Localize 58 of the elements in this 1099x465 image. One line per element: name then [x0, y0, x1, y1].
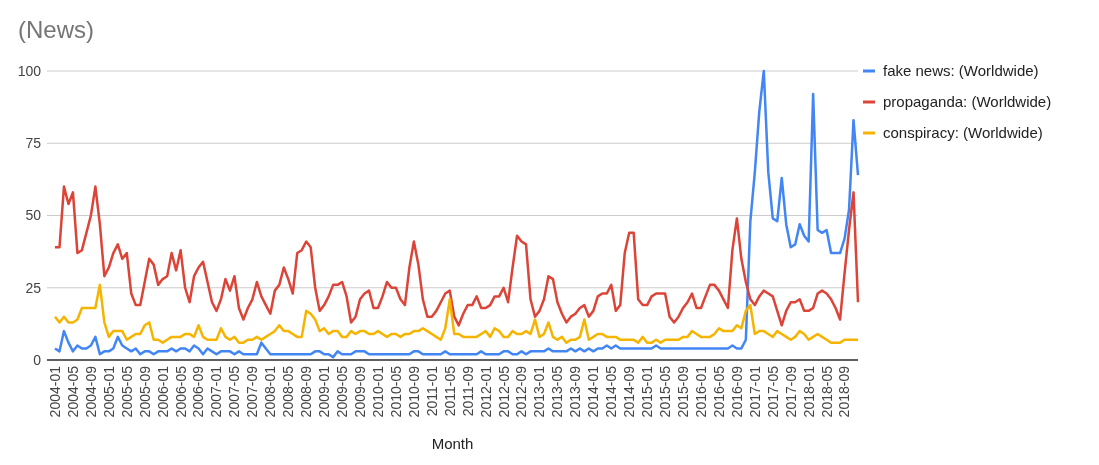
x-tick-label: 2014-01 — [585, 365, 602, 418]
x-tick-label: 2016-01 — [692, 365, 709, 418]
line-series — [53, 185, 860, 327]
x-tick-label: 2012-05 — [495, 365, 512, 418]
legend-label: propaganda: (Worldwide) — [883, 93, 1052, 111]
x-tick-label: 2018-05 — [818, 365, 835, 418]
x-tick-label: 2005-01 — [100, 365, 117, 418]
y-tick-label: 0 — [33, 351, 42, 368]
x-tick-label: 2006-05 — [172, 365, 189, 418]
x-tick-label: 2005-05 — [118, 365, 135, 418]
x-tick-label: 2013-01 — [531, 365, 548, 418]
x-tick-label: 2009-05 — [334, 365, 351, 418]
line-series — [53, 69, 860, 359]
x-tick-label: 2007-09 — [244, 365, 261, 418]
x-tick-label: 2015-09 — [674, 365, 691, 418]
x-tick-label: 2007-05 — [226, 365, 243, 418]
x-tick-label: 2004-09 — [82, 365, 99, 418]
x-tick-label: 2017-01 — [746, 365, 763, 418]
x-tick-label: 2012-09 — [513, 365, 530, 418]
y-tick-label: 50 — [25, 207, 42, 224]
x-tick-label: 2008-05 — [280, 365, 297, 418]
x-tick-label: 2011-09 — [459, 365, 476, 417]
x-tick-label: 2018-09 — [836, 365, 853, 418]
x-tick-label: 2018-01 — [800, 365, 817, 418]
x-tick-label: 2008-01 — [262, 365, 279, 418]
x-tick-label: 2010-01 — [369, 365, 386, 418]
x-axis-title: Month — [431, 435, 474, 452]
x-tick-label: 2015-01 — [639, 365, 656, 418]
x-tick-label: 2006-01 — [154, 365, 171, 418]
x-tick-label: 2016-09 — [728, 365, 745, 418]
x-tick-label: 2004-01 — [46, 365, 63, 418]
legend-label: fake news: (Worldwide) — [883, 62, 1039, 80]
chart-title: (News) — [18, 16, 94, 43]
x-tick-label: 2010-05 — [387, 365, 404, 418]
x-tick-label: 2006-09 — [190, 365, 207, 418]
legend-label: conspiracy: (Worldwide) — [883, 124, 1043, 142]
x-tick-label: 2011-05 — [441, 365, 458, 417]
x-tick-label: 2011-01 — [423, 365, 440, 417]
x-tick-label: 2014-05 — [603, 365, 620, 418]
x-tick-label: 2014-09 — [621, 365, 638, 418]
x-tick-label: 2008-09 — [298, 365, 315, 418]
y-tick-label: 75 — [25, 135, 42, 152]
x-tick-label: 2013-09 — [567, 365, 584, 418]
y-tick-label: 100 — [17, 62, 42, 79]
x-tick-label: 2012-01 — [477, 365, 494, 418]
x-tick-label: 2005-09 — [136, 365, 153, 418]
x-tick-label: 2016-05 — [710, 365, 727, 418]
x-tick-label: 2009-01 — [316, 365, 333, 418]
x-tick-label: 2017-09 — [782, 365, 799, 418]
x-tick-label: 2015-05 — [657, 365, 673, 418]
x-tick-label: 2017-05 — [764, 365, 781, 418]
x-tick-label: 2010-09 — [405, 365, 422, 418]
x-tick-label: 2007-01 — [208, 365, 225, 418]
x-tick-label: 2009-09 — [351, 365, 368, 418]
line-series — [53, 283, 860, 344]
x-tick-label: 2004-05 — [64, 365, 81, 418]
y-tick-label: 25 — [25, 279, 42, 296]
x-tick-label: 2013-05 — [549, 365, 566, 418]
